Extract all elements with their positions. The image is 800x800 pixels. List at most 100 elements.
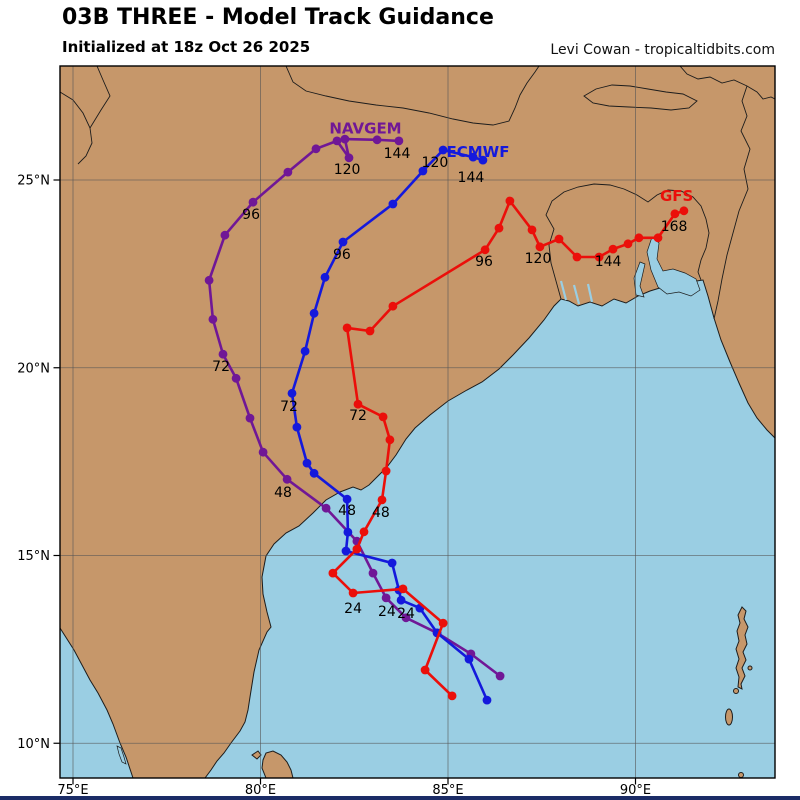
gfs-hour-label: 168 [661, 219, 688, 235]
ecmwf-point [341, 546, 351, 556]
delta-channel [586, 283, 594, 303]
gfs-point [342, 323, 352, 333]
bangladesh-border [545, 183, 710, 300]
navgem-point [321, 503, 331, 513]
gfs-hour-label: 144 [595, 254, 622, 270]
andaman-main-island [735, 606, 749, 690]
navgem-point [218, 349, 228, 359]
navgem-point [401, 613, 411, 623]
init-time-label: Initialized at 18z Oct 26 2025 [62, 38, 311, 56]
graticule [60, 66, 775, 778]
ecmwf-point [387, 558, 397, 568]
asia-mainland [60, 66, 775, 778]
navgem-point [344, 153, 354, 163]
gfs-model-label: GFS [660, 187, 693, 205]
plot-frame [59, 65, 776, 779]
ecmwf-point [300, 346, 310, 356]
ecmwf-hour-label: 144 [458, 170, 485, 186]
ecmwf-point [309, 308, 319, 318]
china-border [679, 66, 775, 100]
navgem-hour-label: 96 [242, 207, 260, 223]
nepal-border [285, 66, 540, 126]
ecmwf-point [338, 237, 348, 247]
bottom-banner [0, 796, 800, 800]
ecmwf-point [438, 145, 448, 155]
country-borders [60, 66, 775, 320]
gfs-hour-label: 72 [349, 408, 367, 424]
ecmwf-hour-label: 24 [397, 606, 415, 622]
ecmwf-point [292, 422, 302, 432]
gfs-track [328, 196, 689, 701]
ecmwf-point [342, 494, 352, 504]
x-tick-label: 90°E [620, 783, 651, 798]
navgem-point [282, 474, 292, 484]
nicobar-islet [738, 772, 744, 778]
gfs-point [653, 233, 663, 243]
navgem-point [394, 136, 404, 146]
ecmwf-point [287, 388, 297, 398]
gfs-hour-label: 48 [372, 505, 390, 521]
navgem-point [332, 136, 342, 146]
gfs-point [634, 233, 644, 243]
axis-tick-labels: 75°E 80°E 85°E 90°E 10°N 15°N 20°N 25°N [17, 174, 651, 799]
ecmwf-hour-label: 120 [422, 155, 449, 171]
gfs-point [608, 244, 618, 254]
navgem-point [495, 671, 505, 681]
gfs-point [480, 245, 490, 255]
delta-rivers [116, 236, 701, 765]
gfs-point [328, 568, 338, 578]
gfs-point [365, 326, 375, 336]
navgem-point [245, 413, 255, 423]
gfs-point [505, 196, 515, 206]
gfs-point [385, 435, 395, 445]
axis-ticks [53, 179, 637, 785]
ecmwf-point [320, 272, 330, 282]
bhutan-border [583, 84, 698, 111]
ecmwf-point [468, 152, 478, 162]
gfs-point [352, 544, 362, 554]
gfs-point [494, 223, 504, 233]
gfs-point [594, 252, 604, 262]
navgem-hour-label: 72 [212, 359, 230, 375]
gfs-point [447, 691, 457, 701]
model-tracks [204, 134, 689, 705]
ecmwf-point [464, 654, 474, 664]
gfs-point [359, 527, 369, 537]
y-tick-label: 25°N [17, 174, 50, 189]
sri-lanka-islet [251, 750, 262, 760]
page-title: 03B THREE - Model Track Guidance [62, 5, 494, 30]
navgem-point [340, 134, 350, 144]
gfs-hour-label: 120 [525, 251, 552, 267]
ecmwf-point [396, 595, 406, 605]
x-tick-label: 75°E [57, 783, 88, 798]
gfs-point [623, 239, 633, 249]
navgem-point [372, 135, 382, 145]
navgem-point [283, 167, 293, 177]
delta-channel [633, 261, 646, 298]
gfs-point [388, 301, 398, 311]
navgem-point [258, 447, 268, 457]
navgem-hour-label: 24 [378, 604, 396, 620]
gfs-hour-label: 96 [475, 254, 493, 270]
vembanad-lagoon [116, 745, 127, 765]
gfs-point [679, 206, 689, 216]
gfs-point [554, 234, 564, 244]
ecmwf-hour-label: 72 [280, 399, 298, 415]
track-hour-labels: 24 48 72 96 120 144 NAVGEM 24 48 72 96 120 144 ECMWF 2… [212, 120, 693, 622]
gfs-point [377, 495, 387, 505]
y-tick-label: 15°N [17, 549, 50, 564]
navgem-point [381, 593, 391, 603]
gfs-point [670, 209, 680, 219]
gfs-point [572, 252, 582, 262]
navgem-hour-label: 120 [334, 162, 361, 178]
nicobar-island [725, 708, 733, 726]
gfs-point [535, 242, 545, 252]
navgem-model-label: NAVGEM [329, 120, 401, 138]
gfs-point [527, 225, 537, 235]
ecmwf-point [343, 527, 353, 537]
navgem-point [368, 568, 378, 578]
navgem-point [311, 144, 321, 154]
gfs-point [398, 584, 408, 594]
pakistan-border [89, 66, 111, 129]
